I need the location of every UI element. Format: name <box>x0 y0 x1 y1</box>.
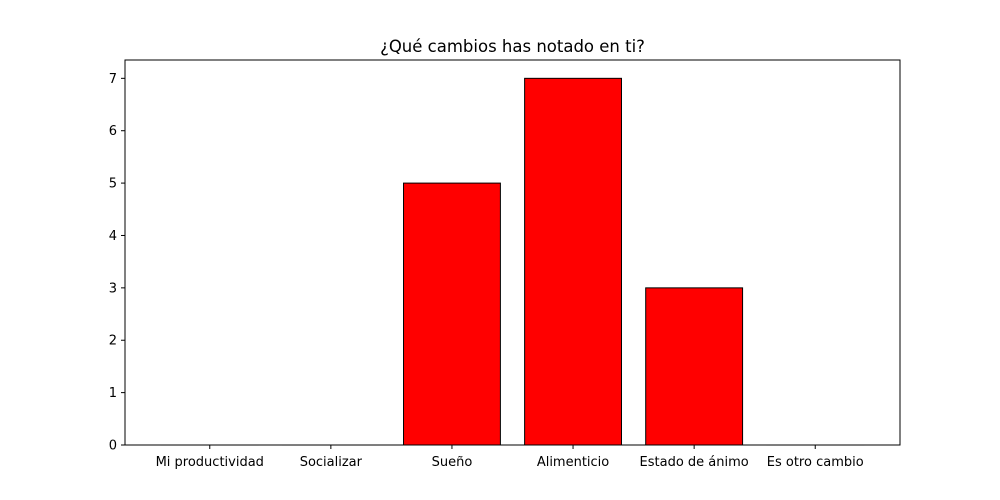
x-tick-label-3: Alimenticio <box>537 455 609 470</box>
x-tick-label-4: Estado de ánimo <box>640 455 749 470</box>
y-tick-label-4: 4 <box>109 229 117 244</box>
y-tick-label-5: 5 <box>109 177 117 192</box>
axes-layer: 0 1 2 3 4 5 6 7 Mi productividad Socializar Sueño A… <box>109 59 901 470</box>
y-tick-label-3: 3 <box>109 281 117 296</box>
y-tick-label-0: 0 <box>109 439 117 454</box>
x-tick-label-2: Sueño <box>432 455 473 470</box>
x-tick-label-5: Es otro cambio <box>767 455 864 470</box>
x-tick-label-0: Mi productividad <box>156 455 264 470</box>
y-tick-label-7: 7 <box>109 72 117 87</box>
y-tick-label-1: 1 <box>109 386 117 401</box>
bar-2 <box>403 182 501 446</box>
plot-frame <box>124 59 901 446</box>
bar-3 <box>524 77 622 446</box>
chart-title: ¿Qué cambios has notado en ti? <box>380 37 645 56</box>
bar-4 <box>645 287 744 446</box>
y-tick-label-6: 6 <box>109 124 117 139</box>
x-tick-label-1: Socializar <box>300 455 363 470</box>
bars-layer <box>160 77 865 446</box>
y-tick-label-2: 2 <box>109 334 117 349</box>
